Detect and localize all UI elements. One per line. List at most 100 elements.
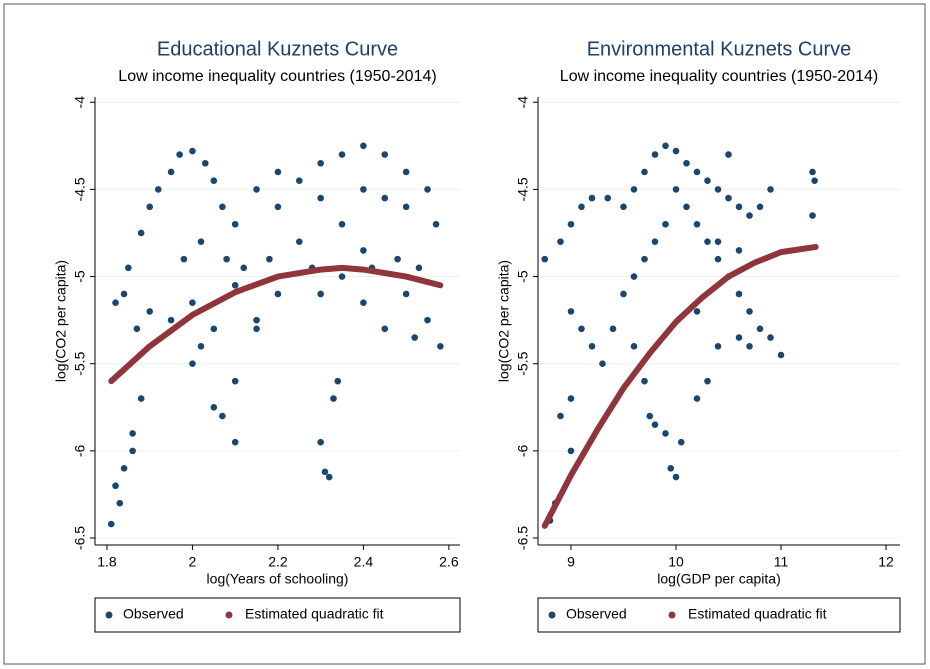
point <box>253 316 260 324</box>
point <box>557 412 564 420</box>
fit-line <box>108 264 444 385</box>
chart-title: Educational Kuznets Curve <box>157 38 398 60</box>
point <box>746 342 753 350</box>
chart-subtitle: Low income inequality countries (1950-20… <box>118 68 436 85</box>
point <box>620 203 627 211</box>
y-tick-label: -5.5 <box>72 351 88 375</box>
point <box>402 203 410 211</box>
point <box>567 447 575 455</box>
point <box>274 203 282 211</box>
point <box>693 220 701 228</box>
point <box>704 177 711 184</box>
y-tick-label: -6 <box>515 444 531 457</box>
point <box>756 325 764 333</box>
point <box>578 203 585 211</box>
point <box>683 203 690 211</box>
point <box>334 377 342 385</box>
point <box>210 403 218 411</box>
point <box>321 468 329 476</box>
point <box>210 325 218 333</box>
point <box>112 299 119 306</box>
point <box>317 438 324 446</box>
point <box>338 273 346 280</box>
point <box>746 308 753 315</box>
point <box>809 168 816 176</box>
point <box>317 290 324 298</box>
point <box>646 412 654 420</box>
point <box>167 316 175 324</box>
plot-area <box>538 97 900 545</box>
x-axis-label: log(GDP per capita) <box>657 571 780 587</box>
point <box>809 212 816 219</box>
point <box>240 264 248 272</box>
point <box>266 255 273 263</box>
legend-box <box>94 597 461 633</box>
point <box>641 255 648 263</box>
point <box>360 299 367 306</box>
point <box>317 159 324 167</box>
x-tick-label: 9 <box>567 554 575 570</box>
point <box>146 203 154 211</box>
point <box>641 377 648 385</box>
x-tick-label: 2.6 <box>439 554 459 570</box>
point <box>811 177 818 184</box>
point <box>725 194 732 202</box>
legend-label: Estimated quadratic fit <box>245 606 384 622</box>
point <box>381 325 389 333</box>
point <box>189 360 196 368</box>
point <box>651 421 659 429</box>
x-axis-label: log(Years of schooling) <box>207 571 349 587</box>
point <box>325 473 333 481</box>
legend-marker <box>668 611 676 619</box>
point <box>432 220 440 228</box>
y-axis-label: log(CO2 per capita) <box>53 260 69 382</box>
point <box>756 203 764 211</box>
point <box>360 186 367 193</box>
x-tick-label: 2 <box>189 554 197 570</box>
point <box>704 238 711 245</box>
point <box>567 308 575 315</box>
point <box>672 473 680 481</box>
point <box>137 395 145 402</box>
point <box>714 238 722 245</box>
point <box>231 281 239 289</box>
point <box>411 334 418 341</box>
point <box>651 151 659 158</box>
point <box>677 438 685 446</box>
point <box>231 438 239 446</box>
chart-title: Environmental Kuznets Curve <box>587 38 852 60</box>
point <box>630 273 638 280</box>
point <box>415 264 423 272</box>
point <box>424 316 431 324</box>
point <box>197 342 205 350</box>
point <box>402 290 410 298</box>
x-tick-label: 10 <box>668 554 684 570</box>
point <box>219 203 226 211</box>
point <box>253 186 260 193</box>
point <box>201 159 209 167</box>
point <box>176 151 183 158</box>
legend-label: Estimated quadratic fit <box>688 606 827 622</box>
point <box>662 430 669 437</box>
point <box>567 220 575 228</box>
point <box>604 194 612 202</box>
point <box>672 147 680 155</box>
point <box>662 220 669 228</box>
point <box>381 194 389 202</box>
point <box>231 377 239 385</box>
y-tick-label: -4 <box>515 96 531 109</box>
point <box>137 229 145 237</box>
point <box>129 447 136 455</box>
point <box>541 255 549 263</box>
plot-area <box>95 97 460 545</box>
y-tick-label: -5.5 <box>515 351 531 375</box>
point <box>274 168 282 176</box>
x-tick-label: 11 <box>774 554 789 570</box>
point <box>167 168 175 176</box>
point <box>330 395 337 402</box>
point <box>599 360 606 368</box>
point <box>381 151 389 158</box>
point <box>735 334 743 341</box>
point <box>767 186 774 193</box>
